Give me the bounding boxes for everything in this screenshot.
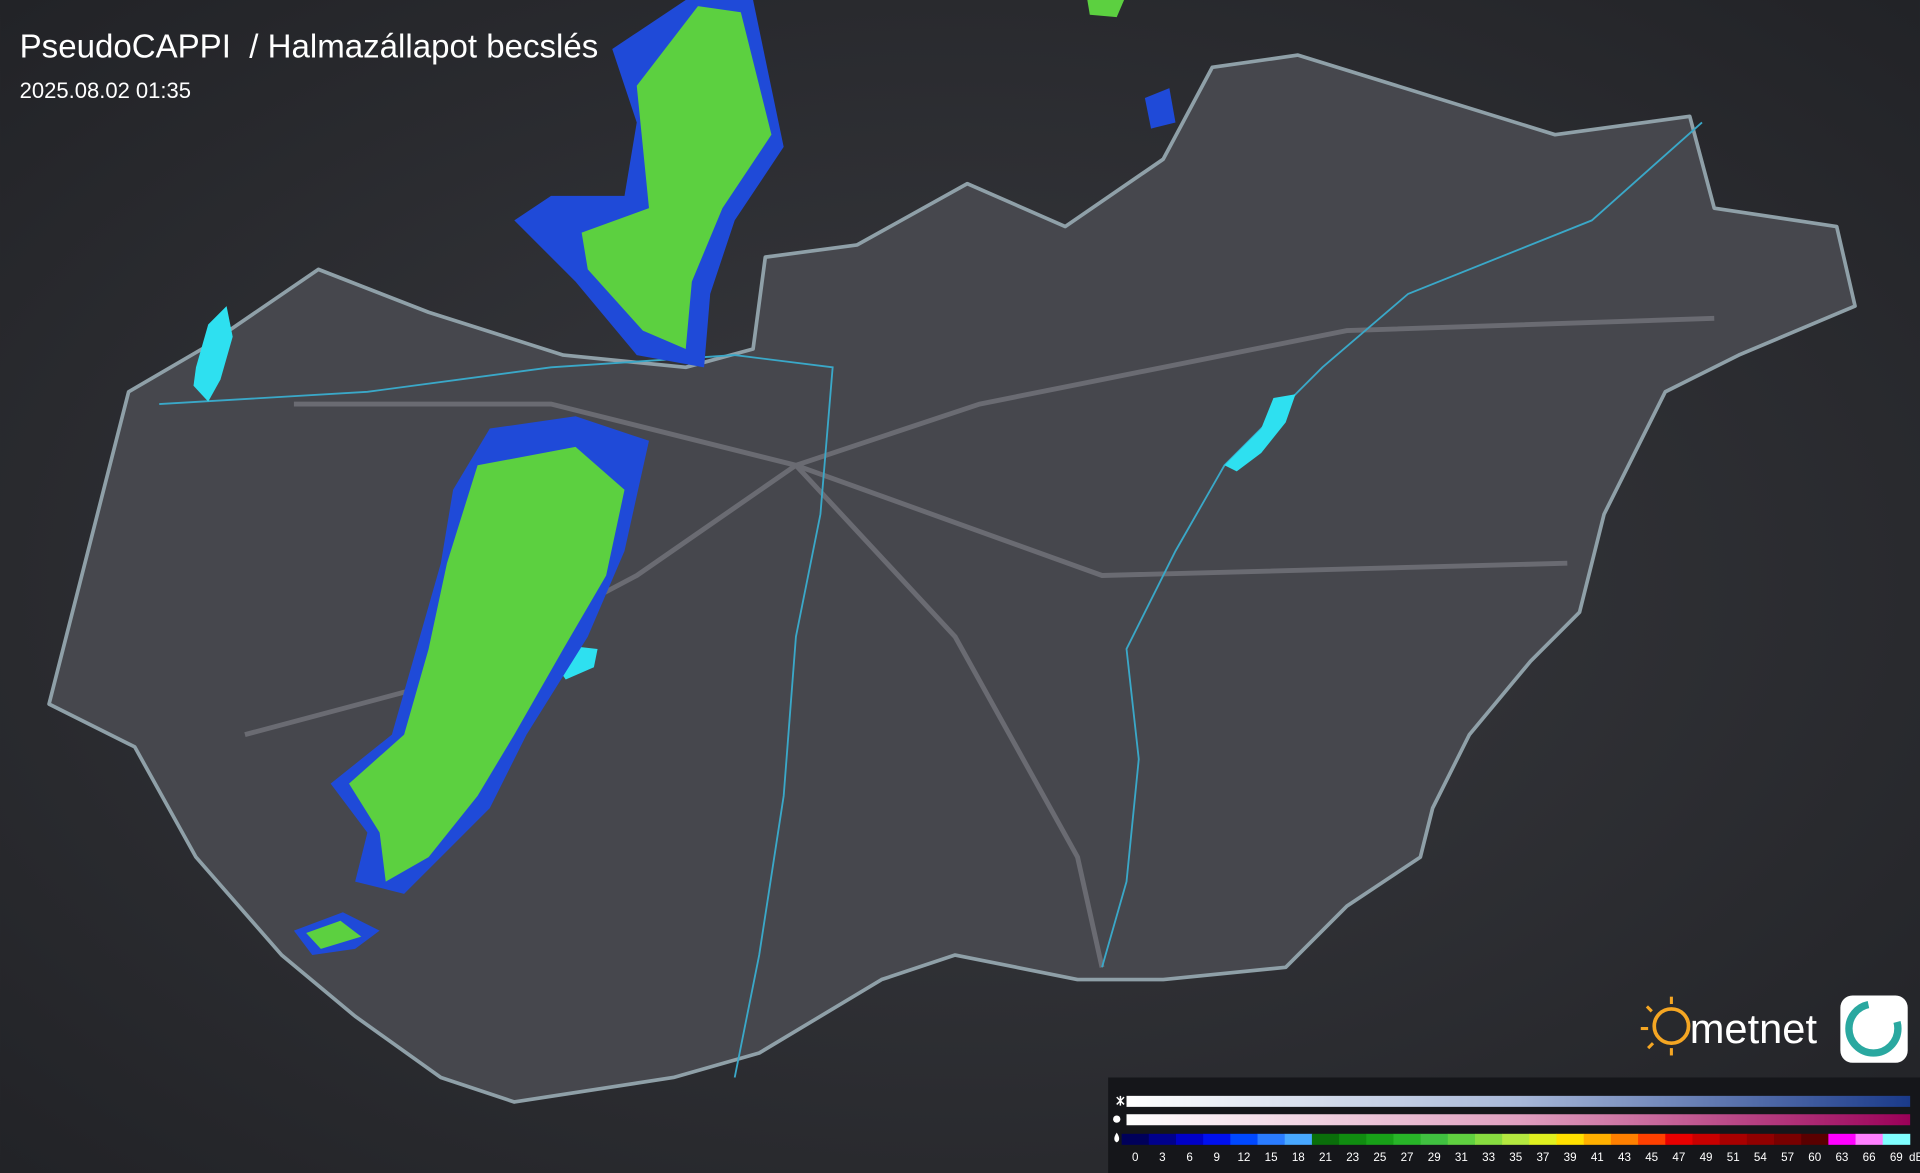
- rain-color-cell: [1638, 1133, 1666, 1145]
- rain-color-cell: [1583, 1133, 1612, 1145]
- legend-tick-label: 21: [1319, 1151, 1332, 1164]
- rain-color-cell: [1773, 1133, 1802, 1145]
- legend-tick-label: 35: [1509, 1151, 1522, 1164]
- radar-echoes: [293, 0, 1176, 956]
- legend-tick-label: 39: [1564, 1151, 1577, 1164]
- rain-color-cell: [1148, 1133, 1177, 1145]
- rain-color-cell: [1828, 1133, 1856, 1145]
- legend-tick-label: 66: [1863, 1151, 1876, 1164]
- rain-icon: [1114, 1132, 1120, 1143]
- map-title: PseudoCAPPI / Halmazállapot becslés: [20, 29, 599, 66]
- rain-color-cell: [1801, 1133, 1829, 1145]
- rain-color-cell: [1692, 1133, 1721, 1145]
- legend: 0 3 6 9 12 15 18 21 23 25 27 29 31 33 35 37 39 41 43 45 47 49…: [1108, 1077, 1920, 1173]
- legend-tick-label: 43: [1618, 1151, 1631, 1164]
- legend-tick-label: 6: [1186, 1151, 1192, 1164]
- legend-tick-label: 54: [1754, 1151, 1767, 1164]
- logo-text: metnet: [1690, 1005, 1818, 1052]
- legend-tick-label: 41: [1591, 1151, 1604, 1164]
- legend-unit: dBZ: [1909, 1151, 1920, 1164]
- logo: metnet: [1640, 995, 1908, 1063]
- legend-tick-label: 31: [1455, 1151, 1468, 1164]
- rain-color-cell: [1284, 1133, 1313, 1145]
- rain-color-cell: [1257, 1133, 1286, 1145]
- mixed-icon: [1113, 1115, 1121, 1123]
- legend-tick-label: 37: [1536, 1151, 1549, 1164]
- lake-neusiedl: [193, 306, 233, 402]
- legend-tick-label: 9: [1214, 1151, 1220, 1164]
- rain-color-cell: [1230, 1133, 1258, 1145]
- rain-color-cell: [1719, 1133, 1748, 1145]
- legend-tick-label: 45: [1645, 1151, 1658, 1164]
- rain-color-cell: [1882, 1133, 1911, 1145]
- legend-tick-label: 51: [1727, 1151, 1740, 1164]
- legend-tick-label: 47: [1672, 1151, 1685, 1164]
- rain-color-cell: [1746, 1133, 1775, 1145]
- legend-tick-label: 15: [1265, 1151, 1278, 1164]
- rain-color-cell: [1474, 1133, 1503, 1145]
- rain-color-cell: [1855, 1133, 1884, 1145]
- rain-color-cell: [1203, 1133, 1231, 1145]
- legend-tick-label: 60: [1808, 1151, 1821, 1164]
- lake-balaton: [557, 646, 598, 680]
- legend-tick-label: 18: [1292, 1151, 1305, 1164]
- snow-icon: [1116, 1095, 1125, 1106]
- rain-color-cell: [1339, 1133, 1367, 1145]
- snow-scale: [1126, 1095, 1911, 1107]
- rain-color-cell: [1447, 1133, 1476, 1145]
- rain-color-cell: [1121, 1133, 1150, 1145]
- legend-tick-label: 69: [1890, 1151, 1903, 1164]
- rivers: [159, 121, 1703, 1078]
- rain-color-cell: [1502, 1133, 1530, 1145]
- rain-color-cell: [1665, 1133, 1693, 1145]
- legend-tick-label: 33: [1482, 1151, 1495, 1164]
- legend-tick-label: 0: [1132, 1151, 1139, 1164]
- rain-color-cell: [1610, 1133, 1639, 1145]
- rain-color-cell: [1175, 1133, 1204, 1145]
- timestamp: 2025.08.02 01:35: [20, 78, 191, 103]
- legend-tick-label: 23: [1346, 1151, 1359, 1164]
- rain-color-cell: [1311, 1133, 1340, 1145]
- rain-color-cell: [1556, 1133, 1585, 1145]
- legend-tick-label: 12: [1237, 1151, 1250, 1164]
- mixed-scale: [1126, 1114, 1911, 1126]
- legend-tick-label: 25: [1373, 1151, 1386, 1164]
- rain-color-cell: [1393, 1133, 1421, 1145]
- rain-color-cell: [1420, 1133, 1449, 1145]
- lake-tisza: [1224, 394, 1296, 472]
- legend-tick-label: 49: [1700, 1151, 1713, 1164]
- legend-tick-label: 29: [1428, 1151, 1441, 1164]
- legend-tick-label: 27: [1401, 1151, 1414, 1164]
- rain-color-cell: [1529, 1133, 1557, 1145]
- legend-tick-label: 3: [1159, 1151, 1165, 1164]
- rain-color-cell: [1366, 1133, 1394, 1145]
- legend-tick-label: 63: [1835, 1151, 1848, 1164]
- country-outline: [47, 53, 1857, 1104]
- legend-tick-label: 57: [1781, 1151, 1794, 1164]
